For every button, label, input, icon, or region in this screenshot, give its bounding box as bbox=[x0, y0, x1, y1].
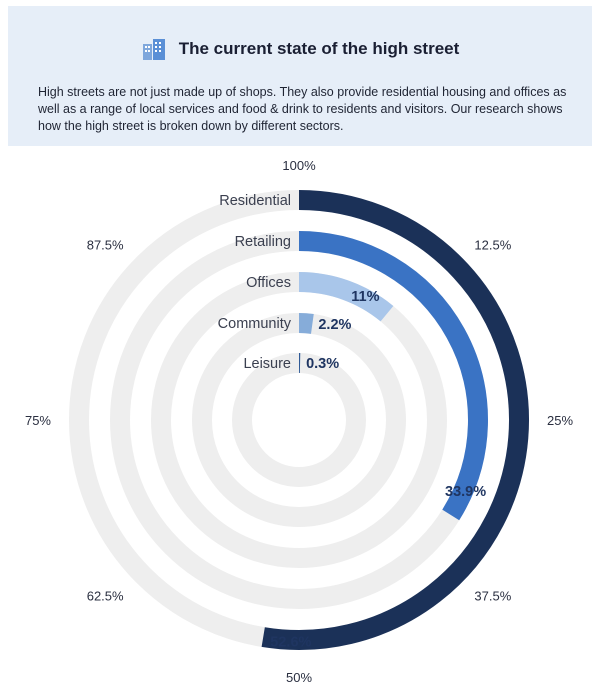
buildings-icon bbox=[142, 39, 165, 60]
value-label-retailing: 33.9% bbox=[445, 484, 486, 500]
tick-label-25-: 25% bbox=[547, 413, 573, 428]
bar-residential bbox=[261, 190, 530, 650]
bar-retailing bbox=[298, 231, 488, 521]
category-label-offices: Offices bbox=[246, 275, 291, 291]
tick-label-87-5-: 87.5% bbox=[87, 238, 124, 253]
value-label-offices: 11% bbox=[351, 289, 379, 305]
category-label-retailing: Retailing bbox=[235, 234, 291, 250]
tick-label-75-: 75% bbox=[25, 413, 51, 428]
category-label-leisure: Leisure bbox=[243, 356, 291, 372]
category-label-residential: Residential bbox=[219, 193, 291, 209]
title-row: The current state of the high street bbox=[8, 36, 592, 62]
chart-bars bbox=[261, 190, 530, 650]
tick-label-100-: 100% bbox=[282, 158, 316, 173]
track-leisure bbox=[232, 353, 366, 487]
tick-label-50-: 50% bbox=[286, 670, 312, 683]
value-label-residential: 52.6% bbox=[270, 635, 311, 651]
page-title: The current state of the high street bbox=[178, 39, 460, 58]
chart-ticks: 100% 12.5% 25% 37.5% 50% 62.5% 75% 87.5% bbox=[25, 158, 573, 683]
track-community bbox=[192, 313, 406, 527]
header-panel: The current state of the high street Hig… bbox=[8, 6, 592, 146]
bar-offices bbox=[298, 272, 394, 322]
chart-labels: Residential 52.6% Retailing 33.9% Offices 11%… bbox=[218, 193, 487, 651]
tick-label-37-5-: 37.5% bbox=[474, 588, 511, 603]
bar-community bbox=[298, 313, 314, 334]
tick-label-12-5-: 12.5% bbox=[474, 238, 511, 253]
intro-text: High streets are not just made up of sho… bbox=[38, 85, 567, 133]
value-label-leisure: 0.3% bbox=[306, 356, 339, 372]
category-label-community: Community bbox=[218, 316, 292, 332]
radial-bar-chart: 100% 12.5% 25% 37.5% 50% 62.5% 75% 87.5% Reside… bbox=[25, 158, 573, 683]
tick-label-62-5-: 62.5% bbox=[87, 588, 124, 603]
value-label-community: 2.2% bbox=[318, 317, 351, 333]
